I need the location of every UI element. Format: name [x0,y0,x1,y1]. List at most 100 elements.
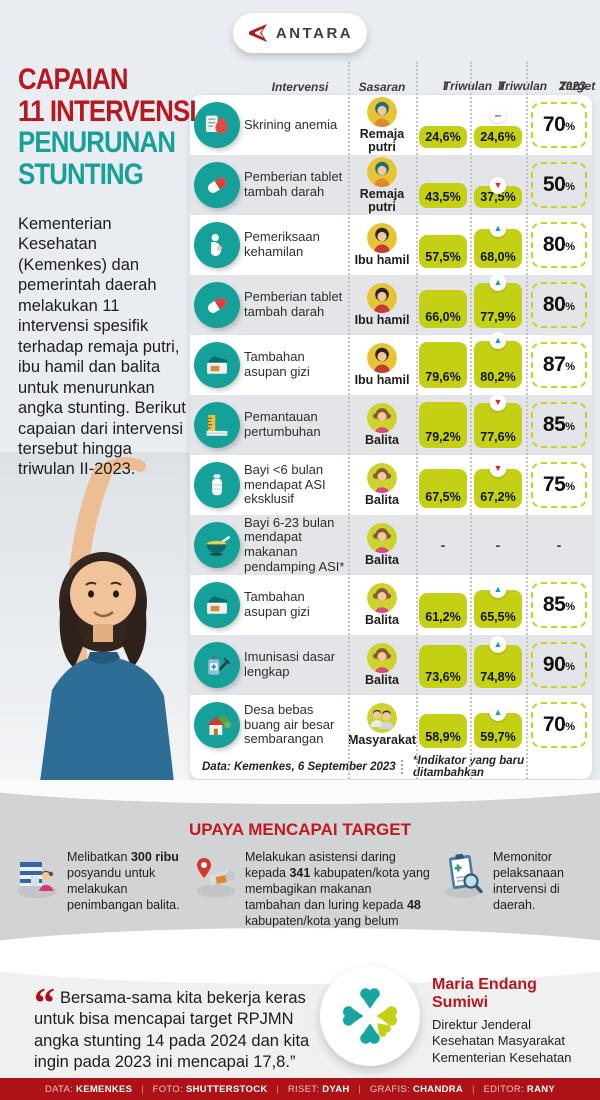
trend-up-icon: ▲ [489,220,507,237]
target-value: 80 [542,233,566,256]
quote-section: “Bersama-sama kita bekerja keras untuk b… [0,928,600,1078]
percent-sign: % [565,421,576,433]
triwulan-1-value-box: 24,6% [419,126,467,148]
col-header-triwulan-1: Triwulan I [443,79,493,94]
triwulan-1-value: 43,5% [425,190,461,204]
percent-sign: % [565,721,576,733]
credit-value: CHANDRA [412,1083,464,1095]
face [70,561,136,627]
target-box: 87% [531,342,587,388]
target-value: 80 [542,293,566,316]
intro-paragraph: Kementerian Kesehatan (Kemenkes) dan pem… [18,215,186,479]
col-header-sasaran: Sasaran [358,80,406,95]
table-row: Bayi <6 bulan mendapat ASI eksklusif Bal… [190,455,592,515]
triwulan-1-value: 79,2% [425,430,461,444]
triwulan-2-value: 24,6% [480,130,516,144]
triwulan-1-value-box: 66,0% [419,290,467,328]
target-value: 50 [542,173,566,196]
target-box: 85% [531,402,587,448]
antara-logo-text: ANTARA [275,24,354,42]
target-group-label: Ibu hamil [354,313,410,328]
page-title: CAPAIAN 11 INTERVENSI PENURUNAN STUNTING [18,63,196,190]
credits-separator: | [472,1084,475,1094]
balita-avatar [367,643,397,674]
trend-up-icon: ▲ [489,704,507,721]
table-row: Tambahan asupan gizi Ibu hamil 79,6% ▲ 80… [190,332,592,395]
triwulan-2-value: 80,2% [480,370,516,384]
tablet-icon [194,282,240,328]
triwulan-2-value: 77,9% [480,310,516,324]
triwulan-2-value: 65,5% [480,610,516,624]
credits-separator: | [276,1084,279,1094]
triwulan-1-value: 67,5% [425,490,461,504]
triwulan-1-value: 79,6% [425,370,461,384]
title-line-3: PENURUNAN [18,126,176,159]
col-header-target: Target 2023 [559,79,596,94]
triwulan-2-value-box: ▼ 67,2% [474,460,522,508]
intervention-label: Skrining anemia [244,116,338,132]
triwulan-1-value-box: 73,6% [419,645,467,688]
remaja-putri-avatar [367,157,397,187]
trend-down-icon: ▼ [489,177,507,194]
no-data-dash: - [495,537,501,553]
triwulan-1-value-box: 43,5% [419,183,467,208]
credits-separator: | [358,1084,361,1094]
immunization-icon [194,642,240,688]
trend-flat-icon: – [489,106,507,123]
table-row: Desa bebas buang air besar sembarangan M… [190,695,592,755]
triwulan-2-value-box: ▼ 77,6% [474,394,522,448]
credit-label: RISET: [287,1083,320,1095]
food-box-icon [194,342,240,388]
percent-sign: % [565,601,576,613]
percent-sign: % [565,361,576,373]
percent-sign: % [565,481,576,493]
trend-down-icon: ▼ [489,394,507,411]
upaya-items: Melibatkan 300 ribu posyandu untuk melak… [0,840,600,958]
target-box: 90% [531,642,587,688]
quote-text: “Bersama-sama kita bekerja keras untuk b… [34,981,310,1072]
target-group-label: Balita [364,433,400,448]
target-group-label: Balita [364,673,400,688]
remaja-putri-avatar [367,97,397,127]
credit-value: DYAH [322,1083,350,1095]
intervention-label: Pemeriksaan kehamilan [244,229,320,259]
credit-label: GRAFIS: [369,1083,410,1095]
percent-sign: % [565,301,576,313]
target-value: 85 [542,413,566,436]
intervention-table: Intervensi Sasaran Triwulan I Triwulan II … [190,62,596,779]
target-group-label: Balita [364,493,400,508]
triwulan-1-value: 24,6% [425,130,461,144]
target-group-label: Balita [364,613,400,628]
footnote-divider [400,760,403,774]
food-assistance-icon [190,850,240,958]
breastfeeding-icon [194,462,240,508]
target-box: 80% [531,282,587,328]
intervention-label: Pemberian tablet tambah darah [244,289,343,319]
target-value: 70 [542,713,566,736]
credit-value: RANY [526,1083,556,1095]
triwulan-1-value: 58,9% [425,730,461,744]
title-line-1: CAPAIAN [18,63,128,96]
triwulan-1-value-box: 67,5% [419,469,467,508]
percent-sign: % [565,241,576,253]
quote-author-block: Maria Endang Sumiwi Direktur Jenderal Ke… [432,976,594,1066]
no-data-dash: - [440,537,446,553]
target-box: 85% [531,582,587,628]
triwulan-1-value: 73,6% [425,670,461,684]
percent-sign: % [565,661,576,673]
triwulan-1-value-box: 79,2% [419,402,467,448]
ibu-hamil-avatar [367,343,397,374]
balita-avatar [367,583,397,614]
anemia-screening-icon [194,102,240,148]
intervention-label: Pemberian tablet tambah darah [244,169,343,199]
author-name: Maria Endang Sumiwi [432,976,537,1011]
trend-up-icon: ▲ [489,332,507,349]
balita-avatar [367,463,397,494]
triwulan-1-value: 57,5% [425,250,461,264]
triwulan-2-value-box: ▲ 65,5% [474,581,522,628]
target-group-label: Remaja putri [359,127,405,154]
intervention-label: Imunisasi dasar lengkap [244,649,336,679]
triwulan-2-value-box: ▲ 59,7% [474,704,522,748]
triwulan-2-value-box: ▼ 37,5% [474,177,522,208]
